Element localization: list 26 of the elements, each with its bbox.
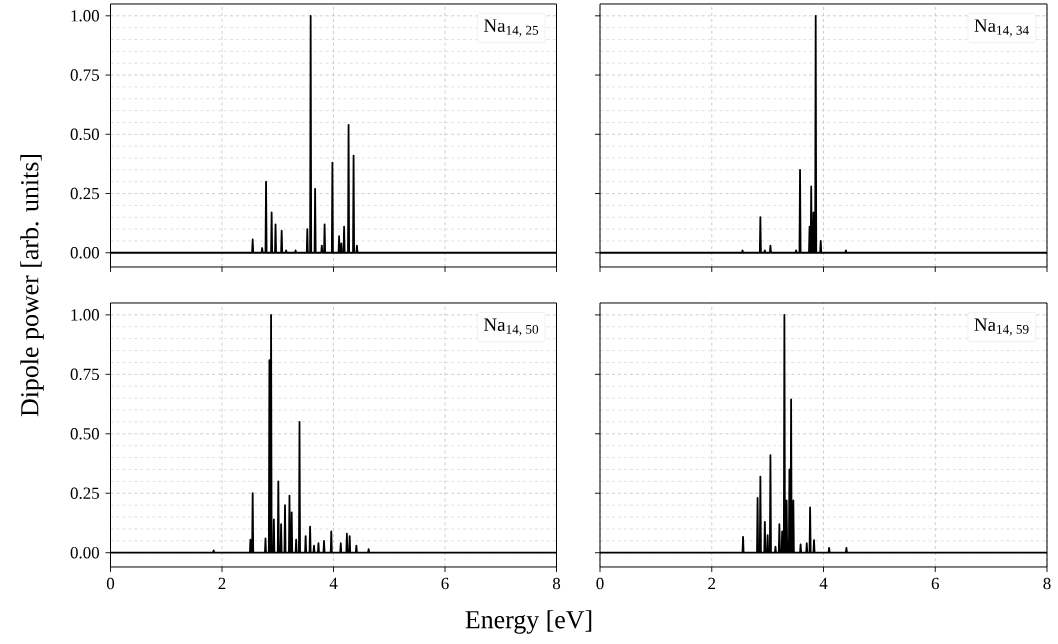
x-tick-label: 2 — [218, 577, 226, 590]
x-tick-label: 4 — [819, 577, 828, 589]
y-tick-label: 0.75 — [70, 69, 100, 81]
x-tick-label: 6 — [441, 577, 449, 590]
annotation: Na$_{14, 34}$ — [974, 19, 1029, 37]
x-tick-label: 0 — [106, 577, 115, 590]
annotation: Na$_{14, 50}$ — [484, 318, 539, 336]
x-tick-label: 4 — [329, 577, 338, 589]
x-tick-label: 0 — [596, 577, 604, 590]
y-tick-label: 0.00 — [70, 546, 100, 559]
y-tick-label: 0.50 — [70, 128, 100, 141]
x-tick-label: 2 — [708, 577, 716, 590]
y-tick-label: 1.00 — [71, 10, 100, 22]
annotation: Na$_{14, 25}$ — [484, 19, 539, 37]
y-tick-label: 0.25 — [70, 487, 100, 499]
y-tick-label: 0.75 — [70, 368, 100, 381]
y-tick-label: 0.50 — [70, 428, 100, 440]
y-tick-label: 1.00 — [71, 309, 100, 321]
x-tick-label: 8 — [1043, 577, 1051, 590]
x-tick-label: 6 — [931, 577, 939, 590]
y-tick-label: 0.00 — [70, 247, 100, 259]
x-tick-label: 8 — [552, 577, 561, 590]
y-axis-title: Dipole power [arb. units] — [20, 154, 44, 417]
x-axis-title: Energy [eV] — [465, 610, 592, 634]
annotation: Na$_{14, 59}$ — [974, 318, 1029, 336]
y-tick-label: 0.25 — [70, 187, 100, 200]
